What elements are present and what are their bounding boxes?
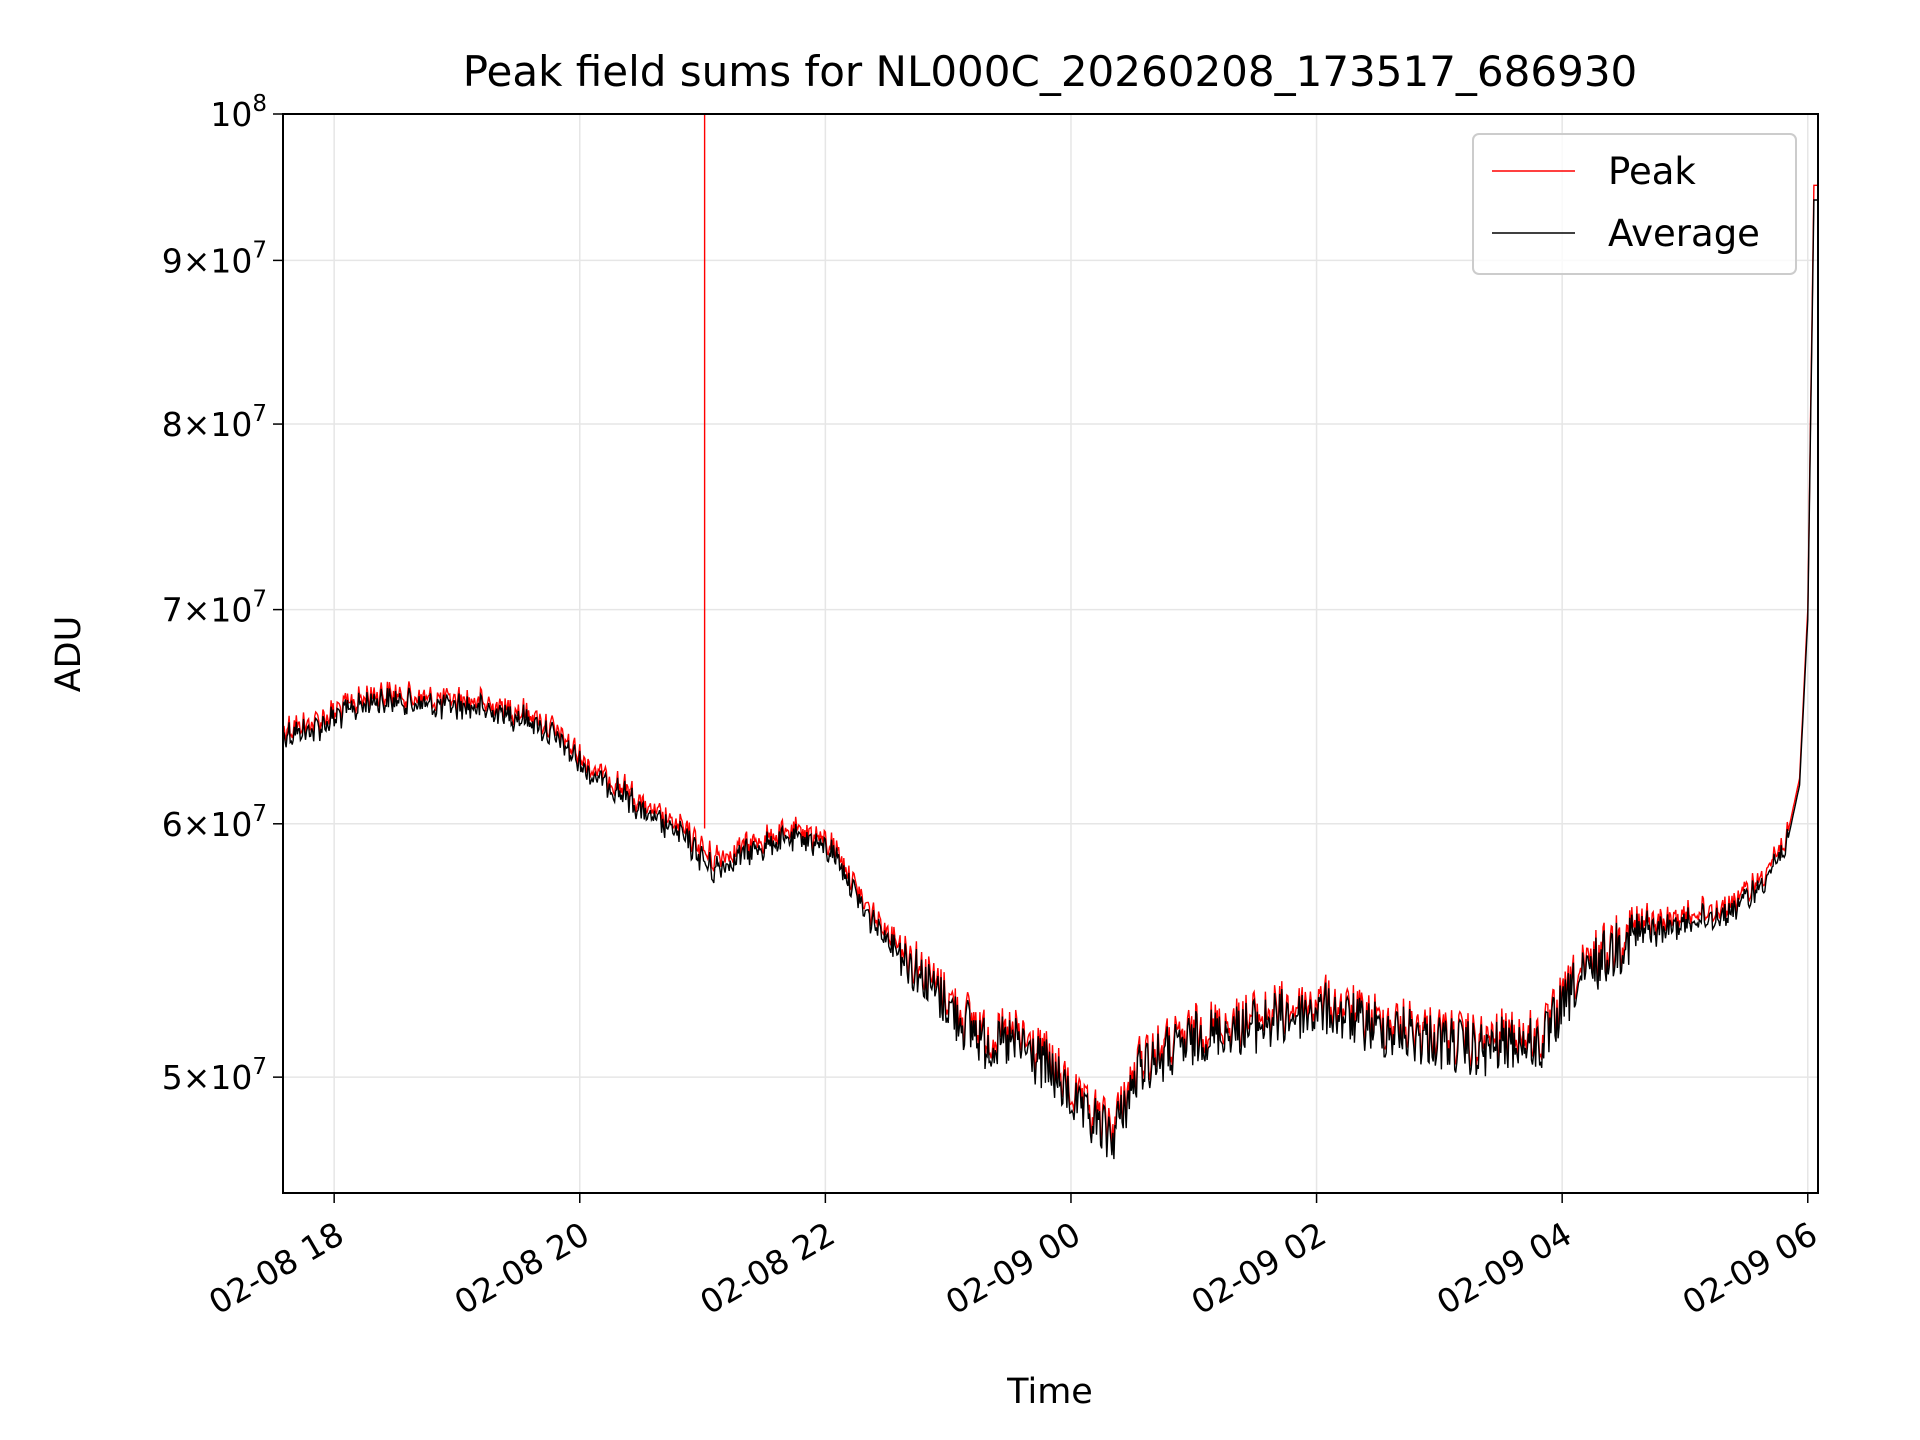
grid [283, 113, 1818, 1193]
legend-label-peak: Peak [1608, 150, 1696, 193]
legend-box [1472, 133, 1797, 275]
y-tick-label-4: 9×107 [162, 237, 267, 280]
legend: Peak Average [1472, 133, 1797, 275]
y-tick-label-3: 8×107 [162, 401, 267, 444]
axes-frame [282, 113, 1819, 1194]
chart-title: Peak field sums for NL000C_20260208_1735… [463, 47, 1638, 96]
y-axis-label: ADU [49, 616, 89, 693]
y-tick-label-2: 7×107 [162, 587, 267, 630]
plot-area [282, 114, 1818, 1160]
series-line-average [282, 199, 1818, 1160]
legend-label-average: Average [1608, 212, 1760, 255]
x-axis-label: Time [1006, 1372, 1093, 1412]
y-tick-label-0: 5×107 [162, 1054, 267, 1097]
y-tick-label-1: 6×107 [162, 801, 267, 844]
